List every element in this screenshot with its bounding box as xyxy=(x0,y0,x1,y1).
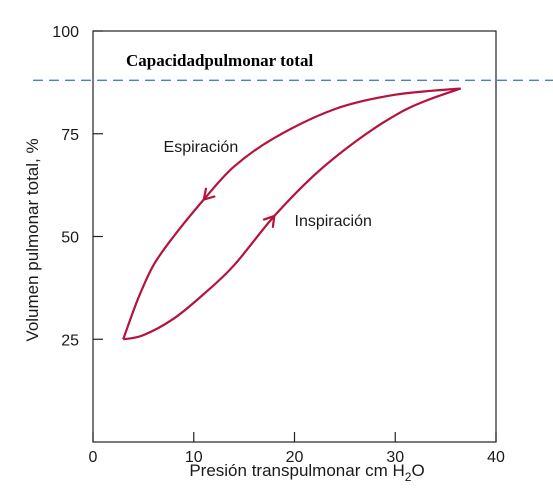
expiration-arrow xyxy=(202,187,216,201)
inspiration-curve xyxy=(122,87,462,341)
inspiration-label: Inspiración xyxy=(295,213,372,230)
inspiration-arrow xyxy=(262,214,276,228)
expiration-label: Espiración xyxy=(164,139,239,156)
y-axis-title: Volumen pulmonar total, % xyxy=(23,138,42,341)
x-tick-label: 30 xyxy=(386,449,404,466)
y-tick-label: 100 xyxy=(52,24,79,41)
hysteresis-curves xyxy=(122,87,462,341)
x-axis-title: Presión transpulmonar cm H2O xyxy=(189,461,424,484)
total-lung-capacity-label: Capacidadpulmonar total xyxy=(126,51,313,70)
x-tick-label: 10 xyxy=(185,449,203,466)
x-tick-label: 40 xyxy=(487,449,505,466)
y-tick-label: 50 xyxy=(61,230,79,247)
plot-area xyxy=(92,30,497,443)
x-tick-label: 0 xyxy=(89,449,98,466)
x-axis-title-tail: O xyxy=(411,461,424,480)
x-axis-ticks: 0 10 20 30 40 xyxy=(89,432,505,466)
expiration-curve xyxy=(122,87,461,340)
x-tick-label: 20 xyxy=(286,449,304,466)
y-tick-label: 25 xyxy=(61,332,79,349)
y-tick-label: 75 xyxy=(61,127,79,144)
y-axis-ticks: 25 50 75 100 xyxy=(52,24,103,349)
x-axis-title-main: Presión transpulmonar cm H xyxy=(189,461,404,480)
x-axis-title-subscript: 2 xyxy=(405,470,412,484)
